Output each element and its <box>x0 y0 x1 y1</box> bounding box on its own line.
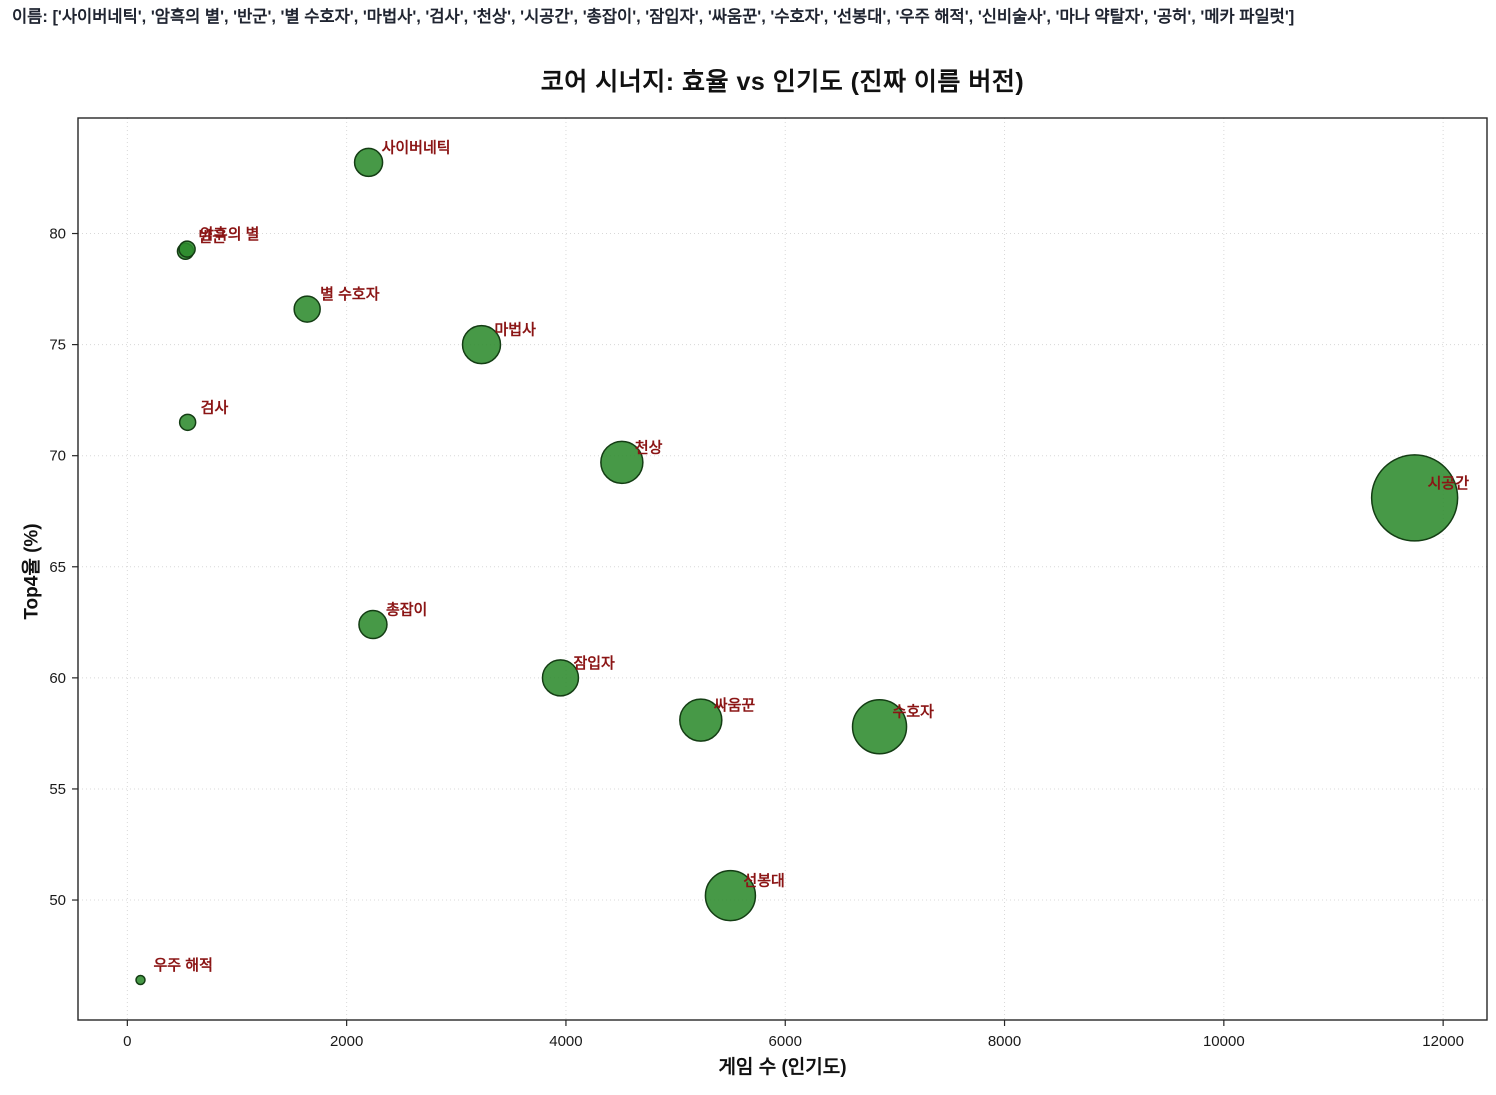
names-header: 이름: ['사이버네틱', '암흑의 별', '반군', '별 수호자', '마… <box>12 8 1295 26</box>
data-point[interactable] <box>135 974 146 986</box>
point-label: 선봉대 <box>743 873 784 890</box>
chart-title: 코어 시너지: 효율 vs 인기도 (진짜 이름 버전) <box>540 68 1025 96</box>
x-tick-label: 12000 <box>1422 1033 1464 1050</box>
x-tick-label: 10000 <box>1203 1033 1245 1050</box>
x-tick-label: 8000 <box>988 1033 1021 1050</box>
y-tick-label: 80 <box>49 226 66 243</box>
data-point[interactable] <box>679 698 723 742</box>
point-label: 싸움꾼 <box>714 697 756 714</box>
point-label: 잠입자 <box>573 654 615 672</box>
data-point[interactable] <box>178 413 197 432</box>
data-point[interactable] <box>353 147 384 178</box>
point-label: 천상 <box>635 438 663 456</box>
x-tick-label: 6000 <box>769 1033 802 1050</box>
data-point[interactable] <box>178 240 196 258</box>
point-label: 암흑의 별 <box>200 225 259 243</box>
point-label: 시공간 <box>1428 475 1470 492</box>
data-point[interactable] <box>358 609 388 640</box>
data-point[interactable] <box>704 869 757 922</box>
y-axis-label: Top4율 (%) <box>21 523 43 620</box>
data-point[interactable] <box>293 295 321 323</box>
data-point[interactable] <box>541 659 580 697</box>
point-label: 검사 <box>201 398 229 416</box>
data-point[interactable] <box>600 440 644 485</box>
y-tick-label: 55 <box>49 781 66 798</box>
x-tick-label: 0 <box>123 1033 131 1050</box>
point-label: 총잡이 <box>386 601 427 619</box>
x-tick-label: 2000 <box>330 1033 363 1050</box>
point-label: 수호자 <box>893 704 935 721</box>
y-tick-label: 60 <box>49 670 66 687</box>
point-label: 별 수호자 <box>320 285 380 303</box>
y-tick-label: 65 <box>49 559 66 576</box>
point-label: 마법사 <box>495 322 537 339</box>
point-label: 반군 <box>198 228 226 245</box>
data-point[interactable] <box>851 698 908 755</box>
point-label: 사이버네틱 <box>382 138 451 156</box>
point-label: 우주 해적 <box>154 956 213 974</box>
plot-border <box>77 117 1488 1021</box>
y-tick-label: 50 <box>49 892 66 909</box>
x-axis-label: 게임 수 (인기도) <box>718 1057 847 1078</box>
x-tick-label: 4000 <box>549 1033 582 1050</box>
y-tick-label: 75 <box>49 337 66 354</box>
data-point[interactable] <box>461 324 502 365</box>
data-point[interactable] <box>1370 454 1459 542</box>
y-tick-label: 70 <box>49 448 66 465</box>
